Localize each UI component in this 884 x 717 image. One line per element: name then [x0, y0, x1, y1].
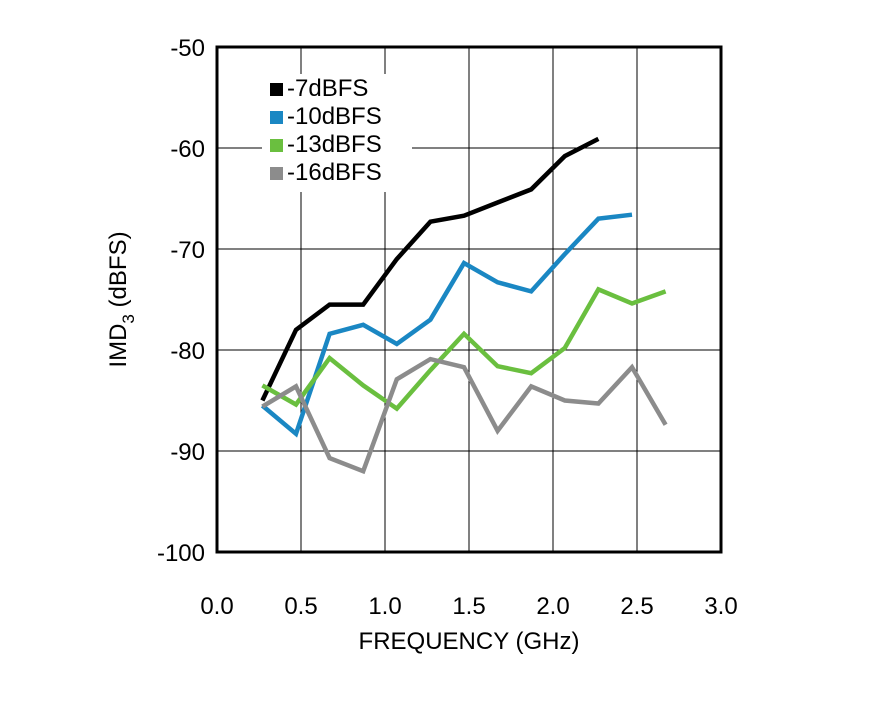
legend-swatch [270, 139, 283, 152]
series-lines [260, 136, 668, 475]
plot-frame [215, 45, 723, 554]
legend-swatch [270, 167, 283, 180]
legend-label: -16dBFS [287, 159, 382, 186]
y-axis-label-unit: (dBFS) [105, 231, 132, 314]
x-tick-label: 2.0 [536, 593, 569, 620]
y-tick-label: -70 [170, 237, 205, 264]
legend-label: -10dBFS [287, 103, 382, 130]
y-tick-label: -50 [170, 35, 205, 62]
x-tick-label: 0.0 [200, 593, 233, 620]
x-tick-label: 0.5 [284, 593, 317, 620]
x-tick-label: 1.5 [452, 593, 485, 620]
x-tick-label: 3.0 [704, 593, 737, 620]
y-axis-label-subscript: 3 [119, 314, 138, 323]
series-line-2 [261, 286, 667, 412]
y-tick-labels: -50 -60 -70 -80 -90 -100 [157, 35, 205, 567]
y-tick-label: -60 [170, 136, 205, 163]
legend-label: -7dBFS [287, 75, 368, 102]
series-line-0 [260, 136, 600, 402]
legend-swatch [270, 111, 283, 124]
x-tick-label: 1.0 [368, 593, 401, 620]
y-axis-label-main: IMD [105, 324, 132, 368]
x-tick-labels: 0.0 0.5 1.0 1.5 2.0 2.5 3.0 [200, 593, 737, 620]
legend-background [262, 74, 412, 192]
legend-swatch [270, 83, 283, 96]
y-tick-label: -80 [170, 338, 205, 365]
legend: -7dBFS-10dBFS-13dBFS-16dBFS [262, 74, 412, 192]
y-tick-label: -100 [157, 540, 205, 567]
x-axis-label: FREQUENCY (GHz) [359, 628, 580, 655]
series-line-3 [261, 356, 668, 475]
y-tick-label: -90 [170, 439, 205, 466]
y-axis-label: IMD3 (dBFS) [105, 231, 138, 367]
x-tick-label: 2.5 [620, 593, 653, 620]
legend-label: -13dBFS [287, 131, 382, 158]
series-line-1 [260, 212, 633, 438]
